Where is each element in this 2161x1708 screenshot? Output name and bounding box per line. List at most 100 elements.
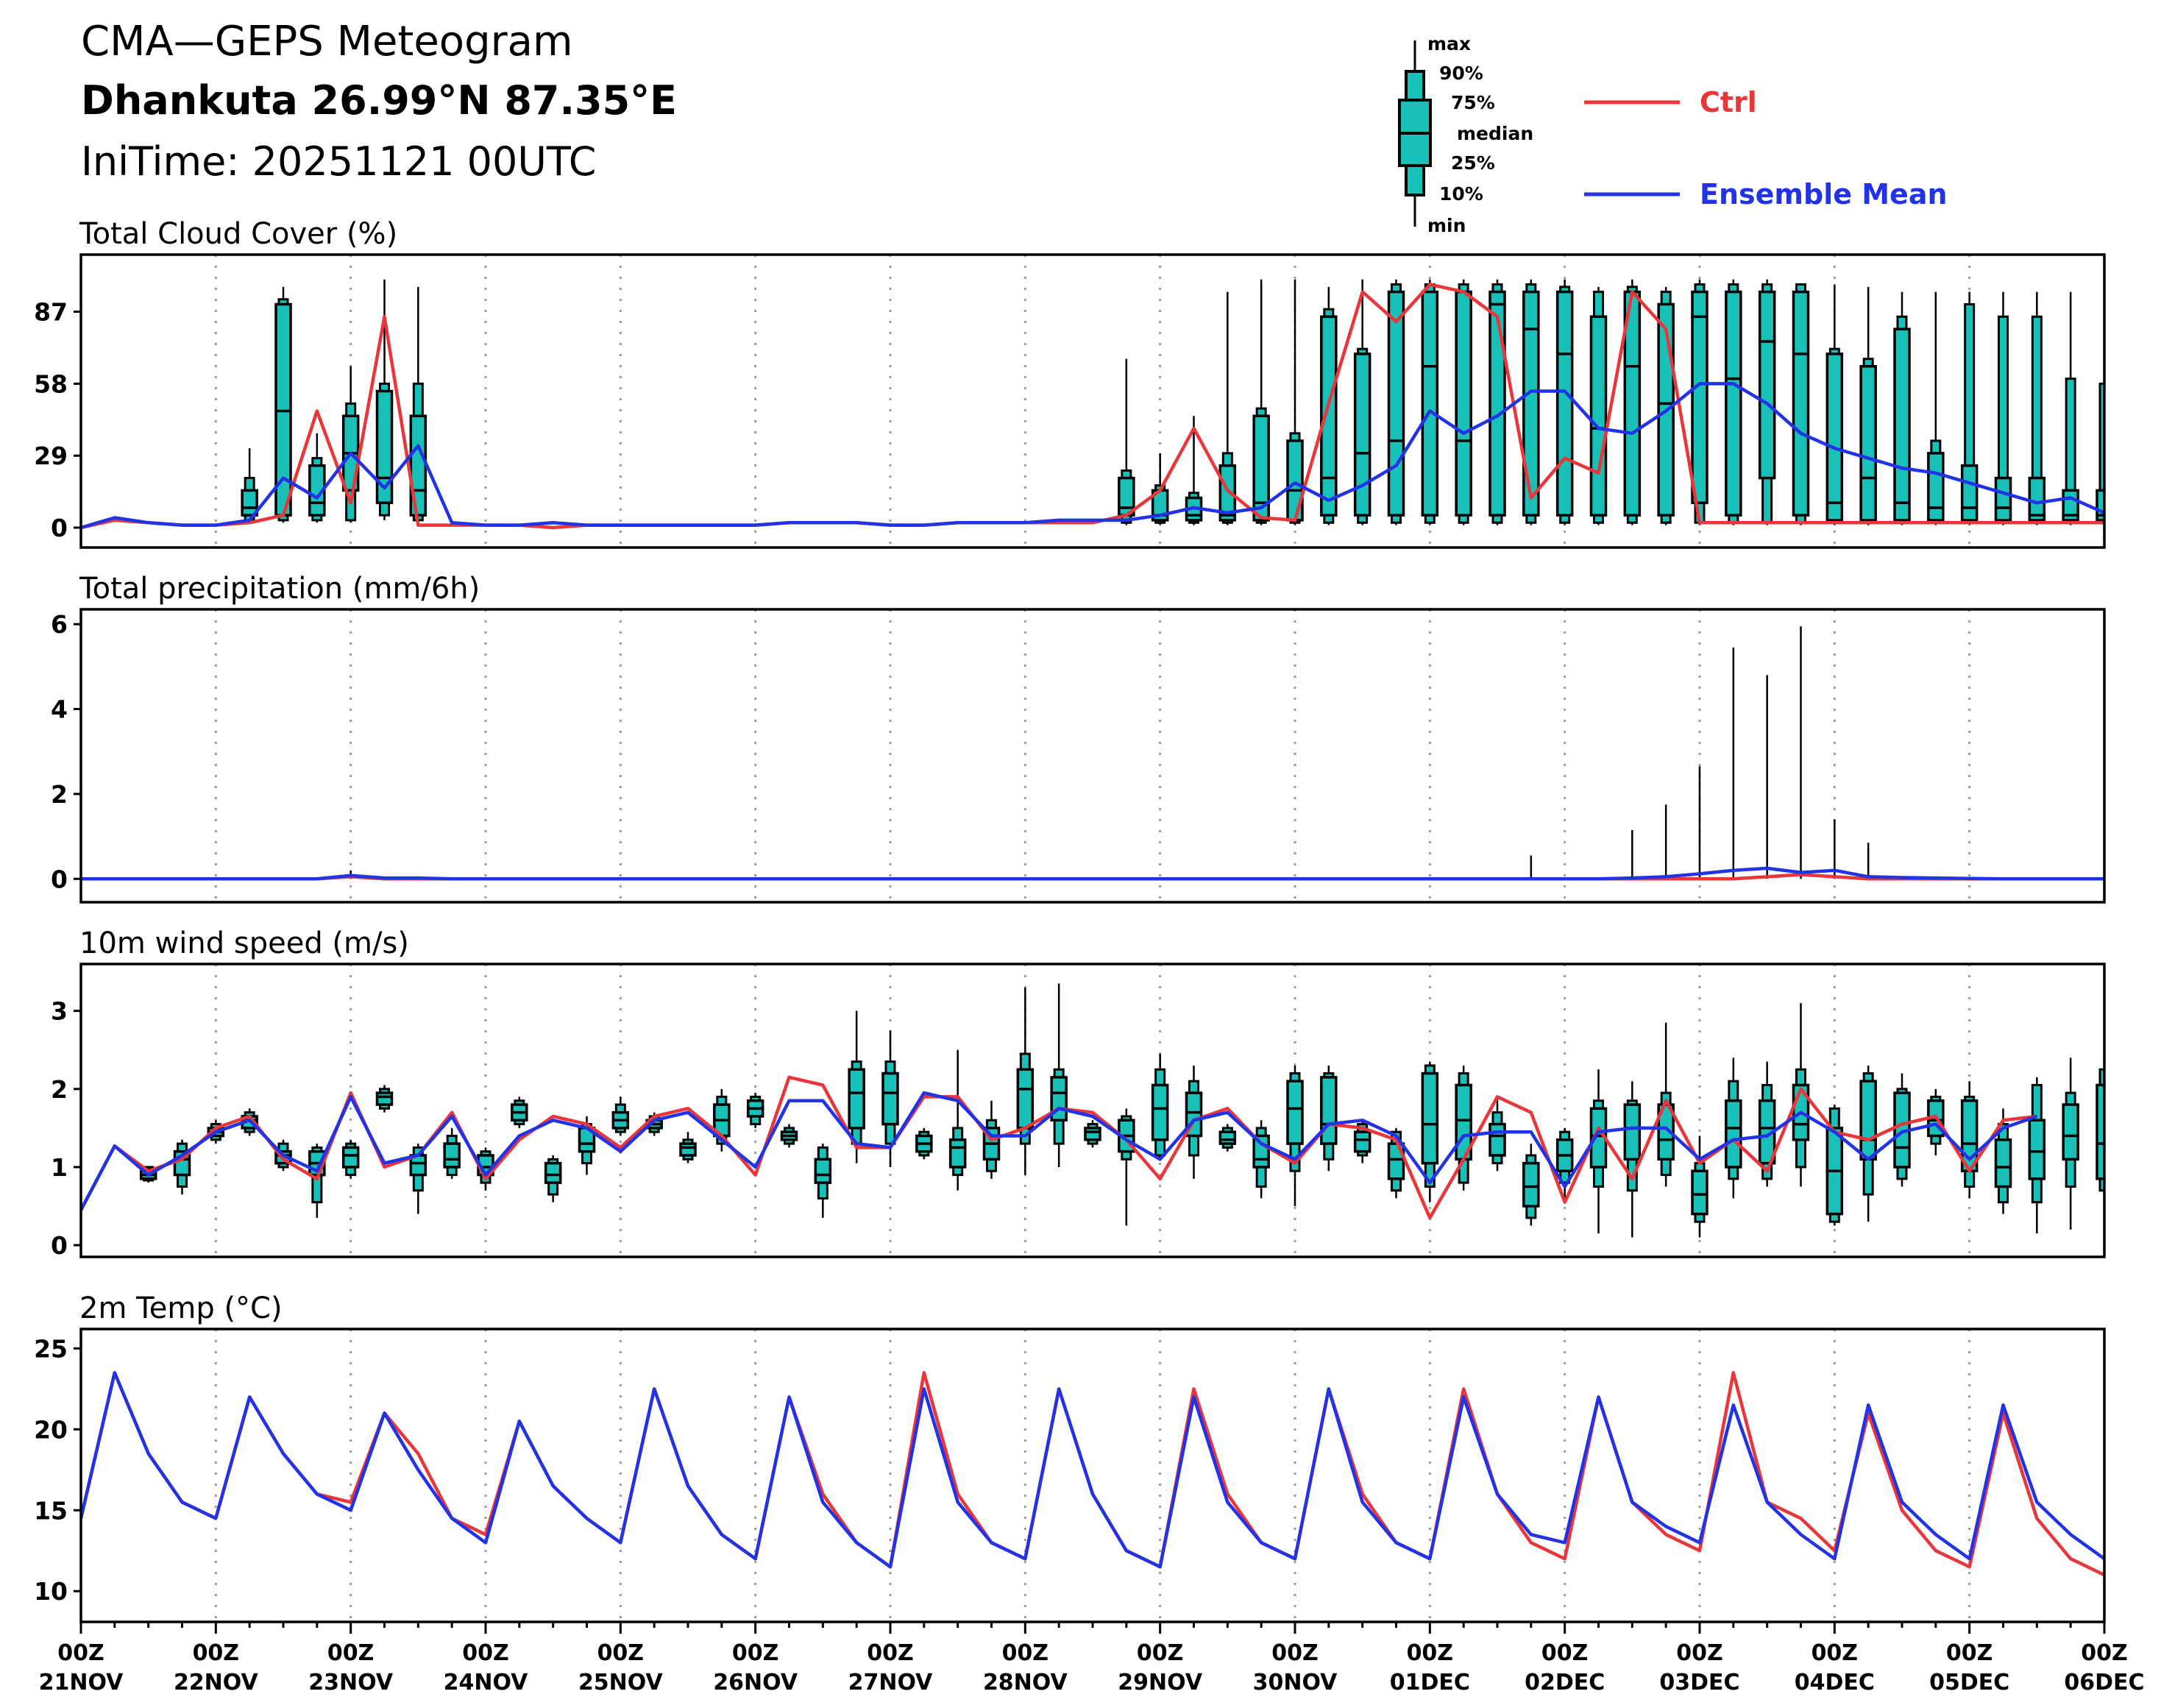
y-tick-label: 15	[34, 1496, 68, 1525]
panel-2: 0 1 2 3	[51, 963, 2146, 1260]
y-tick-label: 58	[34, 369, 68, 398]
box-outer	[2134, 1105, 2143, 1155]
box-outer	[2134, 498, 2143, 523]
box-inner	[1353, 352, 1372, 517]
box-inner	[1353, 1130, 1372, 1153]
box-inner	[1859, 365, 1877, 522]
ensemble-mean-line	[81, 1371, 2104, 1569]
y-tick-label: 87	[34, 298, 68, 327]
box-inner	[679, 1142, 697, 1157]
x-date-label: 24NOV	[444, 1670, 529, 1695]
x-date-label: 29NOV	[1118, 1670, 1203, 1695]
y-tick-label: 3	[51, 997, 68, 1026]
ctrl-line	[81, 283, 2104, 530]
y-tick-label: 2	[51, 1075, 68, 1104]
box-inner	[1084, 1127, 1101, 1141]
y-tick-label: 4	[51, 695, 68, 724]
x-hour-label: 00Z	[867, 1640, 914, 1666]
y-tick-label: 29	[34, 442, 68, 470]
box-inner	[1893, 327, 1911, 522]
box-inner	[1725, 290, 1742, 517]
y-tick-label: 1	[51, 1153, 68, 1182]
y-tick-label: 2	[51, 780, 68, 809]
box-inner	[1286, 1080, 1304, 1145]
box-inner	[1792, 290, 1810, 517]
box-outer	[2098, 382, 2104, 524]
box-inner	[2096, 489, 2104, 522]
ensemble-mean-line	[81, 866, 2104, 881]
box-inner	[1623, 1103, 1642, 1161]
panel-frame-1	[79, 608, 2106, 904]
init-time-subtitle: IniTime: 20251121 00UTC	[81, 138, 596, 185]
box-inner	[544, 1161, 562, 1184]
y-tick-label: 20	[34, 1415, 68, 1444]
box-inner	[1825, 352, 1844, 522]
x-date-label: 26NOV	[713, 1670, 798, 1695]
legend-mean-label: Ensemble Mean	[1700, 178, 1948, 210]
x-hour-label: 00Z	[193, 1640, 240, 1666]
x-hour-label: 00Z	[1407, 1640, 1454, 1666]
x-date-label: 28NOV	[983, 1670, 1068, 1695]
x-date-label: 04DEC	[1795, 1670, 1875, 1695]
x-hour-label: 00Z	[1271, 1640, 1319, 1666]
box-inner	[443, 1142, 461, 1169]
chart-title: CMA—GEPS Meteogram	[81, 18, 573, 65]
legend-ctrl-label: Ctrl	[1700, 86, 1757, 118]
panel-1: 0 2 4 6	[51, 608, 2106, 904]
box-inner	[1994, 1138, 2012, 1188]
legend-label-min: min	[1427, 215, 1466, 236]
box-legend: max 90% 75% median 25% 10% min	[1398, 33, 1533, 236]
panel-title-cloud: Total Cloud Cover (%)	[79, 217, 397, 251]
box-inner	[1320, 1076, 1338, 1145]
x-date-label: 06DEC	[2064, 1670, 2144, 1695]
x-date-label: 02DEC	[1525, 1670, 1605, 1695]
x-date-label: 30NOV	[1253, 1670, 1338, 1695]
legend-label-p90: 90%	[1439, 63, 1483, 84]
box-inner	[1455, 290, 1472, 517]
y-tick-label: 0	[51, 865, 68, 893]
x-hour-label: 00Z	[1137, 1640, 1184, 1666]
box-inner	[1994, 476, 2012, 522]
box-inner	[1218, 464, 1237, 522]
box-inner	[1522, 1161, 1540, 1208]
box-inner	[1859, 1080, 1877, 1161]
box-inner	[2131, 1108, 2146, 1147]
box-inner	[2131, 503, 2146, 520]
x-hour-label: 00Z	[1002, 1640, 1049, 1666]
box-inner	[1252, 414, 1270, 522]
box-inner	[1218, 1130, 1237, 1145]
panel-0: 0 29 58 87	[34, 253, 2146, 549]
x-hour-label: 00Z	[597, 1640, 645, 1666]
x-date-label: 03DEC	[1659, 1670, 1739, 1695]
panel-body-1	[81, 626, 2104, 881]
ensemble-mean-line	[81, 382, 2104, 530]
box-inner	[1016, 1068, 1035, 1130]
x-hour-label: 00Z	[57, 1640, 104, 1666]
box-inner	[2028, 476, 2046, 522]
legend-label-median: median	[1457, 123, 1533, 144]
box-inner	[1320, 315, 1338, 517]
box-inner	[2096, 1083, 2104, 1180]
box-inner	[1725, 1099, 1742, 1169]
x-hour-label: 00Z	[327, 1640, 375, 1666]
ensemble-mean-line	[81, 1091, 2038, 1211]
legend-label-p75: 75%	[1451, 92, 1495, 113]
panel-title-precip: Total precipitation (mm/6h)	[79, 572, 480, 606]
panel-title-temp: 2m Temp (°C)	[79, 1291, 283, 1325]
panel-title-wind: 10m wind speed (m/s)	[79, 926, 409, 960]
legend-label-p10: 10%	[1439, 183, 1483, 205]
location-subtitle: Dhankuta 26.99°N 87.35°E	[81, 77, 677, 124]
panel-frame-0	[79, 253, 2106, 549]
box-inner	[1151, 1083, 1169, 1141]
box-inner	[341, 1146, 360, 1169]
y-tick-label: 25	[34, 1334, 68, 1363]
x-hour-label: 00Z	[462, 1640, 509, 1666]
x-axis: 00Z 21NOV 00Z 22NOV 00Z 23NOV 00Z 24NOV 00Z 25NOV…	[39, 1622, 2145, 1695]
panel-body-0	[81, 279, 2146, 530]
x-hour-label: 00Z	[1541, 1640, 1589, 1666]
box-inner	[1421, 290, 1439, 517]
x-date-label: 21NOV	[39, 1670, 124, 1695]
legend-label-p25: 25%	[1451, 152, 1495, 174]
box-inner	[1927, 452, 1945, 522]
